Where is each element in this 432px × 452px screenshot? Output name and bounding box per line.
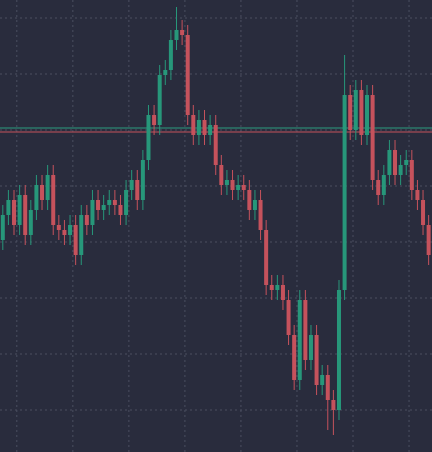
candle-body	[174, 30, 179, 40]
candle-body	[146, 115, 151, 160]
candle-body	[325, 375, 330, 400]
candle-body	[230, 180, 235, 190]
candle-body	[426, 225, 431, 255]
candle-body	[314, 335, 319, 385]
candle-body	[252, 200, 257, 210]
candle-body	[387, 150, 392, 175]
candle-body	[415, 190, 420, 200]
candle-body	[12, 200, 17, 225]
candle-body	[381, 175, 386, 195]
candle-body	[342, 95, 347, 290]
candle-body	[421, 200, 426, 225]
candle-body	[45, 175, 50, 200]
candle-body	[62, 230, 67, 235]
candle-body	[90, 200, 95, 225]
candle-body	[185, 35, 190, 115]
candle-body	[269, 285, 274, 290]
candle-body	[101, 205, 106, 210]
candle-body	[73, 225, 78, 255]
candle-body	[118, 205, 123, 215]
candle-body	[135, 180, 140, 200]
candle-body	[353, 90, 358, 130]
candle-body	[393, 150, 398, 175]
candle-body	[409, 160, 414, 190]
candle-body	[157, 75, 162, 125]
candle-body	[280, 285, 285, 300]
candle-body	[219, 165, 224, 185]
candle-body	[208, 125, 213, 135]
candle-body	[224, 180, 229, 185]
candle-body	[124, 190, 129, 215]
candle-body	[34, 185, 39, 210]
candle-body	[112, 200, 117, 205]
candle-body	[107, 200, 112, 205]
candle-body	[331, 400, 336, 410]
candle-body	[129, 180, 134, 190]
candle-body	[359, 90, 364, 135]
candle-body	[247, 190, 252, 210]
candle-body	[56, 225, 61, 230]
candle-body	[398, 165, 403, 175]
candle-body	[180, 30, 185, 35]
candle-body	[213, 125, 218, 165]
candle-body	[320, 375, 325, 385]
candle-body	[96, 200, 101, 210]
candle-body	[68, 225, 73, 235]
candle-body	[286, 300, 291, 335]
candle-body	[404, 160, 409, 165]
candle-body	[6, 200, 11, 215]
candle-body	[236, 185, 241, 190]
candle-body	[51, 175, 56, 225]
candle-body	[336, 290, 341, 410]
candle-body	[40, 185, 45, 200]
candle-body	[258, 200, 263, 230]
candle-body	[79, 215, 84, 255]
candle-body	[28, 210, 33, 235]
candle-body	[202, 120, 207, 135]
candle-body	[23, 195, 28, 235]
candle-body	[348, 95, 353, 130]
candle-body	[292, 335, 297, 380]
candle-body	[241, 185, 246, 190]
candle-body	[370, 95, 375, 180]
candle-body	[140, 160, 145, 200]
candle-body	[191, 115, 196, 135]
candle-body	[275, 285, 280, 290]
candle-body	[152, 115, 157, 125]
candle-body	[365, 95, 370, 135]
candle-body	[297, 300, 302, 380]
candle-body	[303, 300, 308, 360]
candle-body	[376, 180, 381, 195]
candle-body	[308, 335, 313, 360]
candle-body	[17, 195, 22, 225]
candle-body	[264, 230, 269, 285]
candle-body	[84, 215, 89, 225]
candle-body	[196, 120, 201, 135]
candle-body	[168, 40, 173, 70]
candle-body	[0, 215, 5, 240]
candle-body	[163, 70, 168, 75]
